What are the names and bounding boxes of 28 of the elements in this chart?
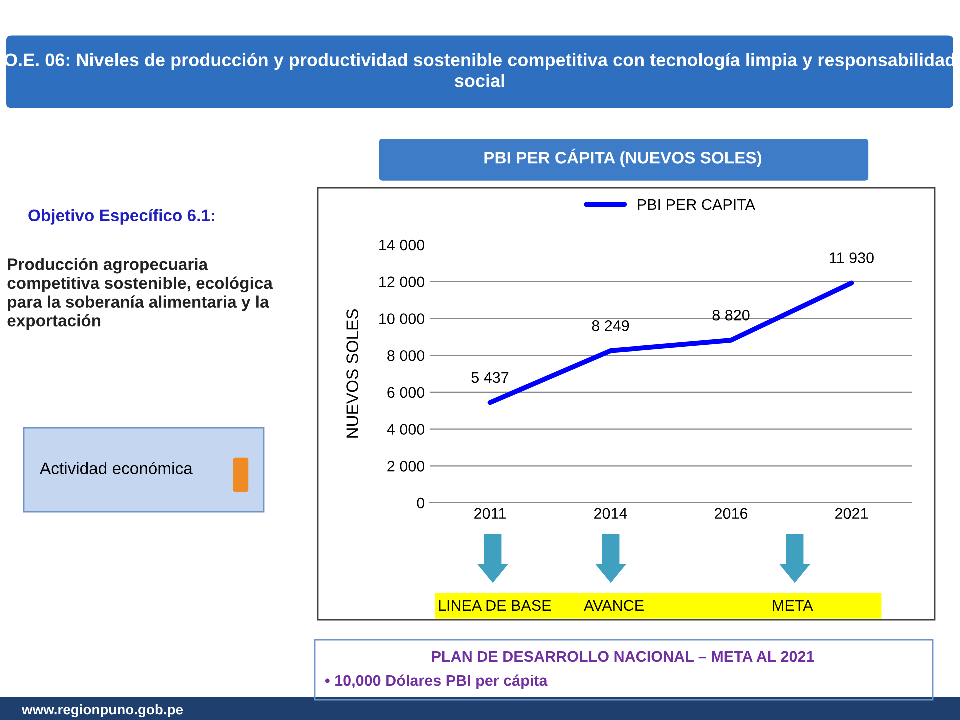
y-tick-label: 6 000	[388, 387, 425, 398]
text: AVANCE	[584, 600, 644, 612]
text: Actividad económica	[40, 462, 193, 474]
x-tick-label: 2014	[594, 508, 628, 520]
text: Producción agropecuaria competitiva sostenible, ecológica para la soberanía alimentaria y la exportación	[8, 258, 274, 330]
y-tick-label: 2 000	[388, 461, 425, 472]
legend-label: PBI PER CAPITA	[638, 199, 756, 210]
text: • 10,000 Dólares PBI per cápita	[325, 674, 548, 690]
y-tick-label: 0	[417, 498, 425, 509]
data-label: 8 820	[712, 310, 750, 321]
text: Objetivo Específico 6.1:	[28, 209, 214, 225]
x-tick-label: 2021	[836, 508, 868, 520]
text: META	[773, 600, 814, 611]
data-label: 5 437	[472, 372, 509, 384]
x-tick-label: 2011	[474, 508, 506, 520]
data-label: 11 930	[830, 252, 874, 264]
x-tick-label: 2016	[715, 508, 748, 520]
y-axis-title: NUEVOS SOLES	[346, 309, 358, 438]
y-tick-label: 12 000	[380, 276, 425, 288]
y-tick-label: 4 000	[387, 424, 425, 435]
chart-title: PBI PER CÁPITA (NUEVOS SOLES)	[484, 148, 762, 168]
text: www.regionpuno.gob.pe	[22, 704, 184, 718]
data-label: 8 249	[592, 320, 630, 332]
y-tick-label: 10 000	[380, 314, 425, 324]
y-tick-label: 8 000	[388, 350, 425, 362]
y-tick-label: 14 000	[380, 240, 425, 251]
text: PLAN DE DESARROLLO NACIONAL – META AL 2021	[432, 651, 814, 662]
text: LINEA DE BASE	[439, 600, 552, 612]
